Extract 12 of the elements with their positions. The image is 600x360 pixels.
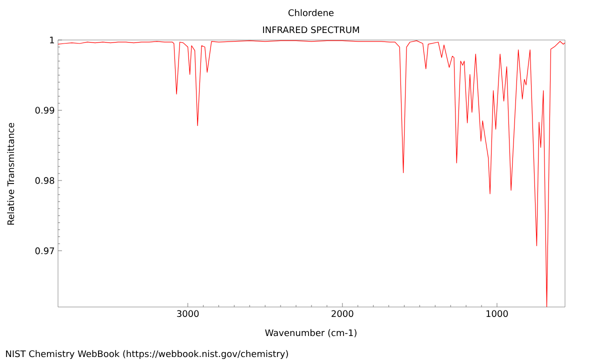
- text: NIST Chemistry WebBook (https://webbook.nist.gov/chemistry): [6, 350, 288, 359]
- x-tick-label: 2000: [332, 310, 354, 318]
- y-tick-label: 0.97: [35, 247, 54, 254]
- x-tick-label: 1000: [486, 310, 508, 318]
- y-axis-title: Relative Transmittance: [7, 122, 14, 225]
- x-axis-title: Wavenumber (cm-1): [265, 329, 356, 338]
- chart-subtitle: INFRARED SPECTRUM: [263, 26, 359, 34]
- chart-title: Chlordene: [288, 9, 334, 16]
- x-tick-label: 3000: [177, 310, 199, 318]
- y-tick-label: 0.98: [35, 177, 54, 184]
- y-tick-label: 0.99: [35, 106, 54, 114]
- y-tick-label: 1: [50, 36, 54, 44]
